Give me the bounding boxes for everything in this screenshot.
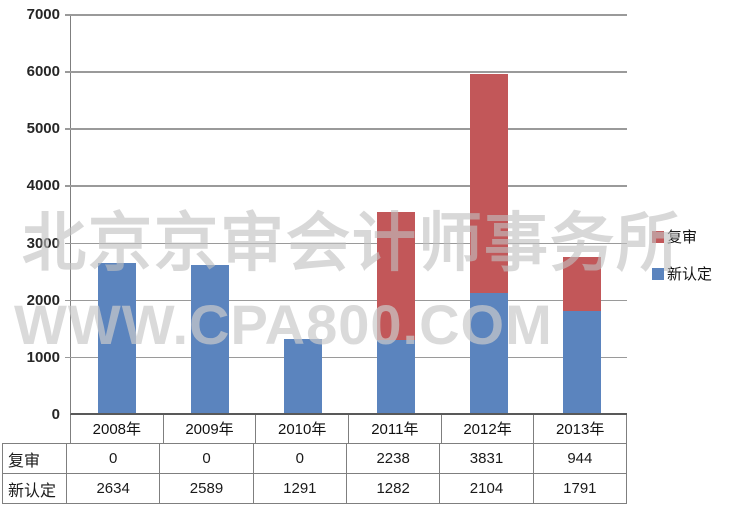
legend-label: 复审: [667, 229, 698, 246]
bar-group-2013年: [562, 256, 601, 413]
bar-segment-新认定: [284, 339, 323, 413]
bar-group-2009年: [191, 265, 230, 413]
gridline: [65, 128, 627, 130]
bar-group-2012年: [469, 73, 508, 413]
table-value-cell: 0: [67, 444, 161, 474]
bar-segment-新认定: [376, 339, 415, 413]
bar-segment-新认定: [98, 262, 137, 413]
legend-item: 新认定: [652, 263, 712, 284]
x-axis-category-label: 2011年: [349, 415, 442, 443]
bar-segment-新认定: [191, 265, 230, 413]
bar-segment-新认定: [469, 292, 508, 413]
gridline: [65, 71, 627, 73]
gridline: [65, 299, 627, 302]
legend-swatch-icon: [652, 230, 664, 243]
legend: 复审 新认定: [652, 226, 712, 300]
x-axis-category-label: 2008年: [71, 415, 164, 443]
bar-segment-新认定: [562, 310, 601, 413]
gridline: [65, 242, 627, 245]
bar-group-2010年: [284, 339, 323, 413]
plot-area: [65, 14, 627, 415]
table-value-cell: 2589: [160, 474, 254, 504]
gridline: [65, 185, 627, 187]
table-value-cell: 1282: [347, 474, 441, 504]
x-axis-category-label: 2010年: [256, 415, 350, 443]
y-axis-tick-label: 1000: [26, 348, 60, 366]
y-axis-tick-label: 4000: [26, 177, 60, 195]
y-axis-tick-label: 2000: [26, 291, 60, 309]
y-axis-tick-label: 3000: [26, 234, 60, 252]
y-axis-tick-label: 7000: [26, 6, 60, 23]
bar-segment-复审: [562, 256, 601, 311]
table-value-cell: 1291: [253, 474, 347, 504]
legend-label: 新认定: [667, 266, 713, 283]
gridline: [65, 356, 627, 359]
bar-segment-复审: [376, 211, 415, 340]
data-table: 复审 0 0 0 2238 3831 944 新认定 2634 2589 1291 1282 2104 1…: [2, 443, 627, 504]
bar-group-2011年: [376, 211, 415, 413]
x-axis-category-label: 2012年: [442, 415, 535, 443]
table-row-header: 新认定: [3, 474, 67, 504]
bar-segment-复审: [469, 73, 508, 293]
bar-group-2008年: [98, 262, 137, 413]
table-value-cell: 0: [253, 444, 347, 474]
table-value-cell: 0: [160, 444, 254, 474]
legend-swatch-icon: [652, 267, 664, 280]
gridline: [65, 14, 627, 16]
y-axis-tick-label: 5000: [26, 120, 60, 138]
legend-item: 复审: [652, 226, 712, 247]
x-axis-category-label: 2009年: [164, 415, 257, 443]
table-value-cell: 2634: [67, 474, 161, 504]
table-value-cell: 2104: [440, 474, 534, 504]
table-value-cell: 3831: [440, 444, 534, 474]
table-value-cell: 1791: [533, 474, 627, 504]
x-axis-category-label: 2013年: [556, 421, 605, 438]
y-axis-tick-label: 6000: [26, 63, 60, 81]
x-axis-category-row: 2008年 2009年 2010年 2011年 2012年 2013年: [70, 415, 627, 443]
table-value-cell: 944: [533, 444, 627, 474]
table-row-header: 复审: [3, 444, 67, 474]
table-value-cell: 2238: [347, 444, 441, 474]
y-axis-tick-label: 0: [51, 406, 60, 423]
